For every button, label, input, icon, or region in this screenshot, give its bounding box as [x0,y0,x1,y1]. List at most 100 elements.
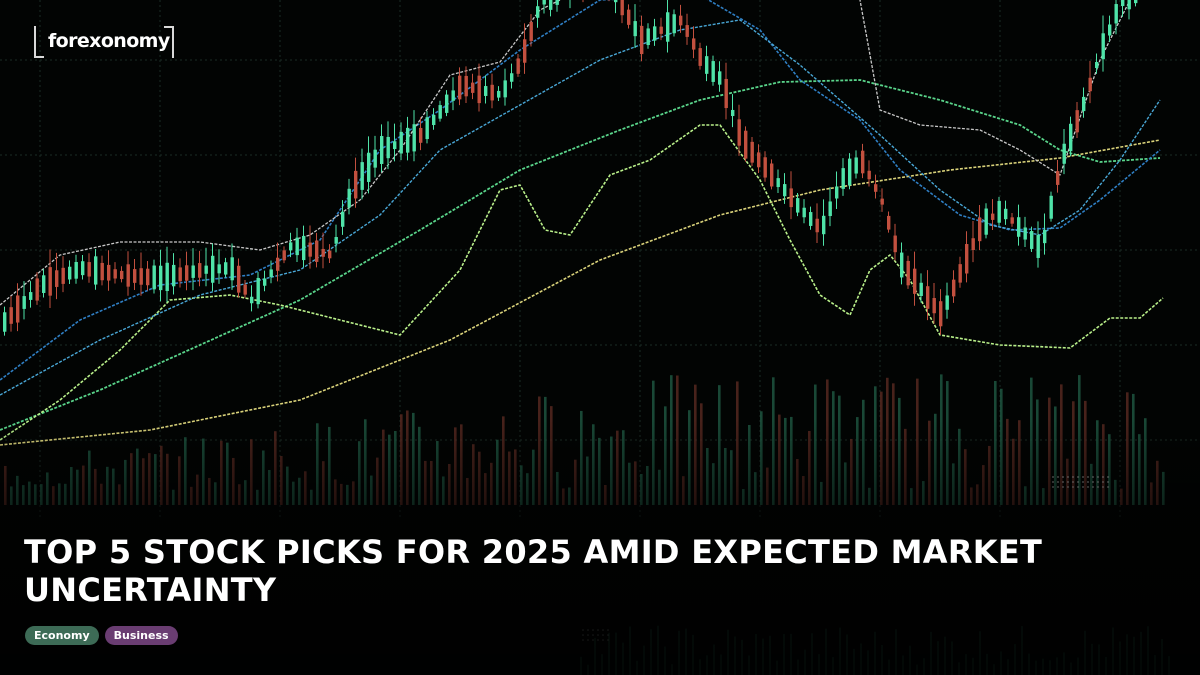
candle-body [549,0,553,10]
candle-body [211,255,215,283]
volume-bar-lower [1063,652,1065,675]
volume-bar [52,486,55,505]
candle-body [1088,77,1092,92]
volume-bar [916,378,919,505]
candle-body [887,215,891,230]
candle-body [1082,96,1086,112]
volume-bar-lower [811,633,813,675]
candle-body [536,6,540,18]
volume-bar [352,481,355,505]
volume-bar-lower [580,656,582,675]
candle-body [497,90,501,98]
candle-body [250,296,254,304]
volume-bar [1132,393,1135,505]
volume-bar [238,484,241,505]
volume-bar [580,410,583,505]
candle-body [282,250,286,261]
dot-pattern-dot [592,639,594,641]
volume-bar [892,383,895,505]
volume-bar [1036,399,1039,505]
volume-bar [796,459,799,505]
tag-economy[interactable]: Economy [25,626,99,645]
volume-bar [244,480,247,505]
dot-pattern-dot [602,634,604,636]
volume-bar [94,468,97,505]
volume-bar-lower [874,631,876,675]
volume-bar [106,466,109,505]
candle-body [295,237,299,256]
volume-bar [1156,460,1159,505]
volume-bar [496,439,499,505]
volume-bar-lower [699,659,701,675]
volume-bar [454,427,457,505]
candle-body [81,261,85,276]
volume-bar [286,466,289,505]
volume-bar-lower [986,653,988,675]
candle-body [74,261,78,279]
candle-body [198,263,202,278]
candle-body [438,105,442,119]
candle-body [679,15,683,26]
dot-pattern-dot [1072,486,1074,488]
brand-logo[interactable]: forexonomy [34,26,174,60]
volume-bar [184,437,187,505]
volume-bar [232,457,235,505]
candle-body [406,127,410,153]
bollinger-band-lower [0,0,1161,381]
volume-bar [22,485,25,505]
volume-bars [4,374,1170,675]
volume-bar [958,428,961,505]
candle-body [835,186,839,199]
volume-bar [226,442,229,505]
volume-bar-lower [1140,631,1142,675]
volume-bar [574,459,577,505]
volume-bar [136,448,139,505]
volume-bar [628,462,631,505]
volume-bar [178,456,181,505]
candle-body [1004,208,1008,220]
volume-bar [814,384,817,505]
volume-bar-lower [1007,659,1009,675]
volume-bar [652,380,655,505]
dot-pattern-dot [1077,476,1079,478]
tag-business[interactable]: Business [104,626,178,645]
volume-bar-lower [1119,641,1121,675]
dot-pattern-dot [1057,486,1059,488]
volume-bar [418,426,421,505]
article-title: TOP 5 STOCK PICKS FOR 2025 AMID EXPECTED… [24,533,1043,609]
volume-bar-lower [601,654,603,675]
logo-bracket-left [34,26,44,58]
candle-body [139,268,143,285]
candle-body [653,26,657,41]
candle-body [529,22,533,41]
candle-body [419,127,423,143]
volume-bar [670,375,673,505]
candle-body [490,84,494,101]
volume-bar [484,473,487,505]
candle-body [939,301,943,327]
candle-body [757,152,761,168]
volume-bar-lower [825,628,827,675]
candle-body [711,61,715,82]
candle-body [289,242,293,251]
volume-bar-lower [1028,653,1030,675]
candle-body [9,307,13,324]
candle-body [399,131,403,154]
candle-body [113,269,117,279]
candle-body [367,152,371,182]
volume-bar-lower [657,625,659,675]
candle-body [386,136,390,159]
candle-body [1134,0,1138,4]
candle-body [1017,217,1021,237]
volume-bar [772,377,775,505]
volume-bar [394,430,397,505]
volume-bar-lower [1161,639,1163,675]
volume-bar [334,479,337,505]
candle-body [1101,33,1105,60]
candle-body [848,158,852,186]
volume-bar-lower [972,657,974,675]
volume-bar [148,453,151,505]
candle-body [731,109,735,117]
candle-body [926,286,930,309]
candle-body [341,211,345,227]
